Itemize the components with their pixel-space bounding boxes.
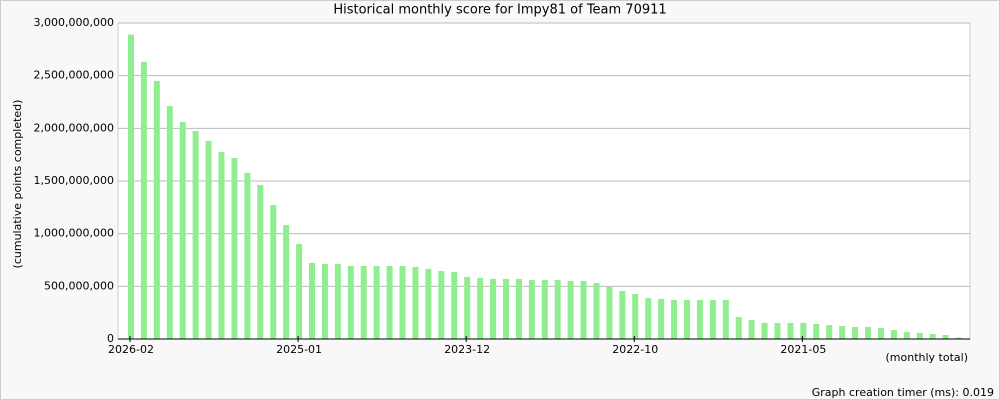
bar — [554, 280, 561, 339]
bar — [515, 278, 522, 339]
bar — [321, 264, 328, 339]
bar — [541, 280, 548, 339]
x-tick-label: 2022-10 — [612, 343, 658, 356]
bar — [696, 300, 703, 339]
bar — [270, 205, 277, 339]
bar — [580, 280, 587, 339]
bar — [813, 324, 820, 339]
y-axis-label: (cumulative points completed) — [11, 100, 24, 269]
bar — [774, 322, 781, 339]
y-tick-label: 2,500,000,000 — [34, 69, 114, 82]
bar — [877, 328, 884, 339]
bar — [645, 298, 652, 339]
bar — [425, 268, 432, 339]
bar — [179, 122, 186, 339]
chart-title: Historical monthly score for Impy81 of T… — [333, 3, 666, 18]
bar — [192, 130, 199, 339]
bar — [153, 80, 160, 339]
bar — [942, 334, 949, 339]
bar — [373, 266, 380, 339]
bar — [890, 330, 897, 339]
bar — [128, 34, 134, 339]
bar — [218, 152, 225, 339]
y-tick-label: 2,000,000,000 — [34, 121, 114, 134]
bar — [360, 266, 367, 339]
y-tick-label: 1,500,000,000 — [34, 174, 114, 187]
bar — [244, 172, 251, 339]
x-tick-label: 2023-12 — [444, 343, 490, 356]
bar — [283, 225, 290, 339]
footer: Graph creation timer (ms): 0.019 — [812, 386, 994, 399]
bar — [477, 278, 484, 339]
bar — [748, 320, 755, 339]
x-tick-label: 2021-05 — [780, 343, 826, 356]
bar — [464, 276, 471, 339]
bar — [386, 266, 393, 339]
x-tick-label: 2025-01 — [276, 343, 322, 356]
bar — [231, 158, 238, 339]
bar — [205, 140, 212, 339]
bar — [709, 300, 716, 339]
bar — [826, 324, 833, 339]
bar — [787, 322, 794, 339]
bar — [309, 262, 316, 339]
bar — [528, 280, 535, 339]
bar — [722, 300, 729, 339]
y-tick-label: 1,000,000,000 — [34, 227, 114, 240]
bar — [839, 326, 846, 339]
y-tick-label: 0 — [107, 332, 114, 345]
y-tick-label: 500,000,000 — [44, 279, 114, 292]
bar — [671, 300, 678, 339]
bar — [490, 278, 497, 339]
bar — [619, 290, 626, 339]
bar — [955, 337, 962, 339]
bar — [412, 266, 419, 339]
bar — [903, 332, 910, 339]
bar — [606, 286, 613, 339]
bar — [334, 264, 341, 339]
bar — [296, 243, 303, 339]
bar — [916, 332, 923, 339]
bar — [567, 280, 574, 339]
x-tick-label: 2026-02 — [108, 343, 154, 356]
bar — [865, 326, 872, 339]
bar — [800, 322, 807, 339]
bar — [140, 61, 147, 340]
bar — [852, 326, 859, 339]
bar — [761, 322, 768, 339]
bar — [632, 294, 639, 339]
bar — [451, 272, 458, 339]
y-tick-label: 3,000,000,000 — [34, 16, 114, 29]
bar — [399, 266, 406, 339]
bar — [683, 300, 690, 339]
bar — [438, 271, 445, 339]
bar — [502, 278, 509, 339]
bar — [257, 185, 264, 339]
bar — [347, 266, 354, 339]
bar — [735, 316, 742, 339]
bar — [166, 106, 173, 339]
x-axis-label: (monthly total) — [886, 351, 969, 364]
bar — [929, 334, 936, 339]
bar — [658, 298, 665, 339]
bar — [593, 282, 600, 339]
